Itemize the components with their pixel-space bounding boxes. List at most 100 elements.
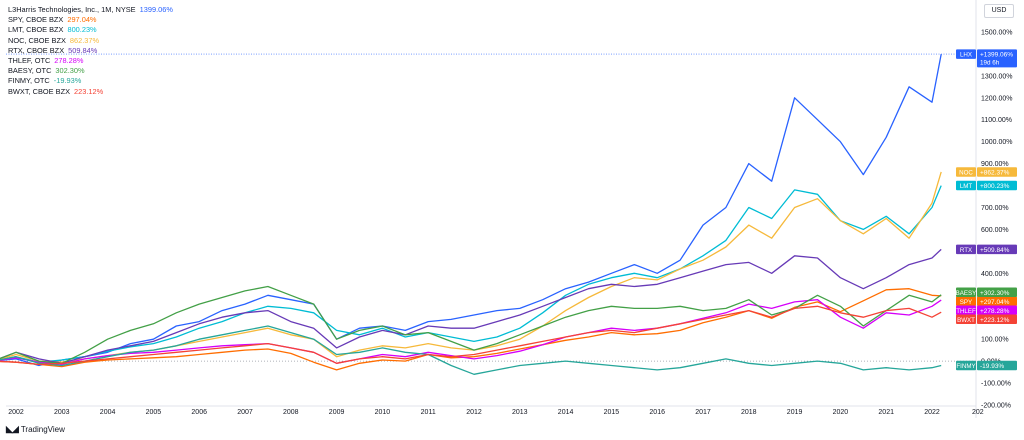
x-tick-label: 2006 [191, 409, 207, 416]
legend-value: 297.04% [67, 15, 97, 25]
legend-label: RTX, CBOE BZX [8, 45, 65, 55]
legend-value: -19.93% [53, 76, 82, 86]
badge-ticker-label: RTX [960, 247, 972, 254]
x-tick-label: 2019 [787, 409, 803, 416]
badge-value-label: +862.37% [980, 169, 1010, 176]
legend-value: 1399.06% [139, 5, 173, 14]
x-tick-label: 2022 [924, 409, 940, 416]
legend-row-bwxt[interactable]: BWXT, CBOE BZX 223.12% [8, 87, 173, 97]
badge-ticker-label: LMT [960, 183, 973, 190]
legend-row-thlef[interactable]: THLEF, OTC 278.28% [8, 56, 173, 66]
badge-value-label: +509.84% [980, 247, 1010, 254]
x-tick-label: 2007 [237, 409, 253, 416]
badge-value-bwxt [977, 314, 1017, 325]
badge-ticker-label: THLEF [956, 308, 976, 315]
x-tick-label: 2017 [695, 409, 711, 416]
legend: L3Harris Technologies, Inc., 1M, NYSE 139… [8, 5, 173, 97]
badge-value-label: +1399.06% [980, 52, 1013, 59]
legend-row-lmt[interactable]: LMT, CBOE BZX 800.23% [8, 25, 173, 35]
legend-value: 302.30% [55, 66, 85, 76]
x-tick-label: 2011 [421, 409, 436, 416]
y-tick-label: 400.00% [981, 271, 1009, 278]
x-tick-label: 2005 [146, 409, 162, 416]
badge-ticker-lhx [956, 49, 976, 59]
x-tick-label: 2002 [8, 409, 24, 416]
y-tick-label: 100.00% [981, 337, 1009, 344]
badge-value-noc [977, 167, 1017, 177]
x-tick-label: 2008 [283, 409, 299, 416]
badge-value-label: -19.93% [980, 363, 1004, 370]
badge-ticker-label: LHX [960, 52, 972, 59]
series-line-thlef [0, 299, 942, 366]
y-tick-label: 1500.00% [981, 29, 1013, 36]
badge-value-label: +297.04% [980, 299, 1010, 306]
badge-ticker-lmt [956, 180, 976, 191]
series-line-finmy [0, 325, 942, 375]
y-tick-label: 1300.00% [981, 73, 1013, 80]
badge-ticker-baesy [956, 287, 976, 298]
x-tick-label: 2018 [741, 409, 757, 416]
legend-value: 862.37% [69, 35, 100, 45]
legend-value: 278.28% [54, 56, 84, 66]
series-line-rtx [0, 248, 942, 364]
y-tick-label: 1000.00% [981, 139, 1013, 146]
x-tick-label: 2015 [604, 409, 620, 416]
x-tick-label: 2016 [649, 409, 665, 416]
x-tick-label: 2021 [878, 409, 894, 416]
badge-value-label: +800.23% [980, 183, 1010, 190]
series-line-spy [0, 288, 942, 371]
legend-label: BAESY, OTC [8, 66, 52, 76]
legend-row-lhx[interactable]: L3Harris Technologies, Inc., 1M, NYSE 139… [8, 5, 173, 15]
legend-label: SPY, CBOE BZX [8, 15, 64, 25]
badge-ticker-label: SPY [960, 299, 972, 306]
legend-row-rtx[interactable]: RTX, CBOE BZX 509.84% [8, 46, 173, 56]
x-tick-label: 2020 [833, 409, 849, 416]
x-tick-label: 2014 [558, 409, 574, 416]
badge-value-thlef [977, 305, 1017, 316]
currency-button[interactable]: USD [984, 4, 1014, 18]
badge-countdown-label: 19d 6h [980, 60, 1000, 67]
y-tick-label: 1200.00% [981, 95, 1013, 102]
legend-label: THLEF, OTC [8, 56, 51, 66]
legend-row-noc[interactable]: NOC, CBOE BZX 862.37% [8, 36, 173, 46]
brand-name: TradingView [20, 425, 65, 434]
badge-ticker-thlef [956, 305, 976, 316]
legend-label: FINMY, OTC [8, 76, 50, 86]
legend-label: L3Harris Technologies, Inc., 1M, NYSE [8, 5, 136, 14]
x-tick-label: 2010 [375, 409, 391, 416]
badge-value-label: +223.12% [980, 317, 1010, 324]
badge-ticker-label: BAESY [956, 290, 977, 297]
y-tick-label: 600.00% [981, 227, 1009, 234]
badge-ticker-bwxt [956, 314, 976, 325]
badge-ticker-finmy [956, 360, 976, 371]
tradingview-logo-icon: ◣◢ [6, 424, 19, 434]
y-tick-label: 1100.00% [981, 117, 1012, 124]
badge-value-baesy [977, 287, 1017, 298]
badge-ticker-label: BWXT [957, 317, 975, 324]
x-tick-label: 2003 [54, 409, 70, 416]
series-line-lmt [0, 185, 942, 363]
legend-label: NOC, CBOE BZX [8, 35, 66, 45]
badge-value-rtx [977, 244, 1017, 255]
legend-row-finmy[interactable]: FINMY, OTC -19.93% [8, 76, 173, 86]
badge-ticker-noc [956, 167, 976, 177]
badge-ticker-spy [956, 296, 976, 307]
x-tick-label: 2013 [512, 409, 528, 416]
badge-value-finmy [977, 360, 1017, 371]
y-tick-label: 900.00% [981, 161, 1009, 168]
legend-row-baesy[interactable]: BAESY, OTC 302.30% [8, 66, 173, 76]
y-tick-label: -100.00% [981, 381, 1011, 388]
x-tick-label: 2012 [466, 409, 482, 416]
tradingview-logo: ◣◢ TradingView [6, 424, 65, 435]
legend-row-spy[interactable]: SPY, CBOE BZX 297.04% [8, 15, 173, 25]
legend-value: 223.12% [74, 86, 104, 96]
legend-value: 509.84% [68, 45, 98, 55]
series-line-lhx [0, 53, 942, 367]
badge-value-lmt [977, 180, 1017, 191]
series-line-bwxt [0, 305, 942, 366]
legend-label: BWXT, CBOE BZX [8, 86, 71, 96]
badge-value-label: +278.28% [980, 308, 1010, 315]
badge-value-label: +302.30% [980, 290, 1010, 297]
badge-ticker-rtx [956, 244, 976, 255]
